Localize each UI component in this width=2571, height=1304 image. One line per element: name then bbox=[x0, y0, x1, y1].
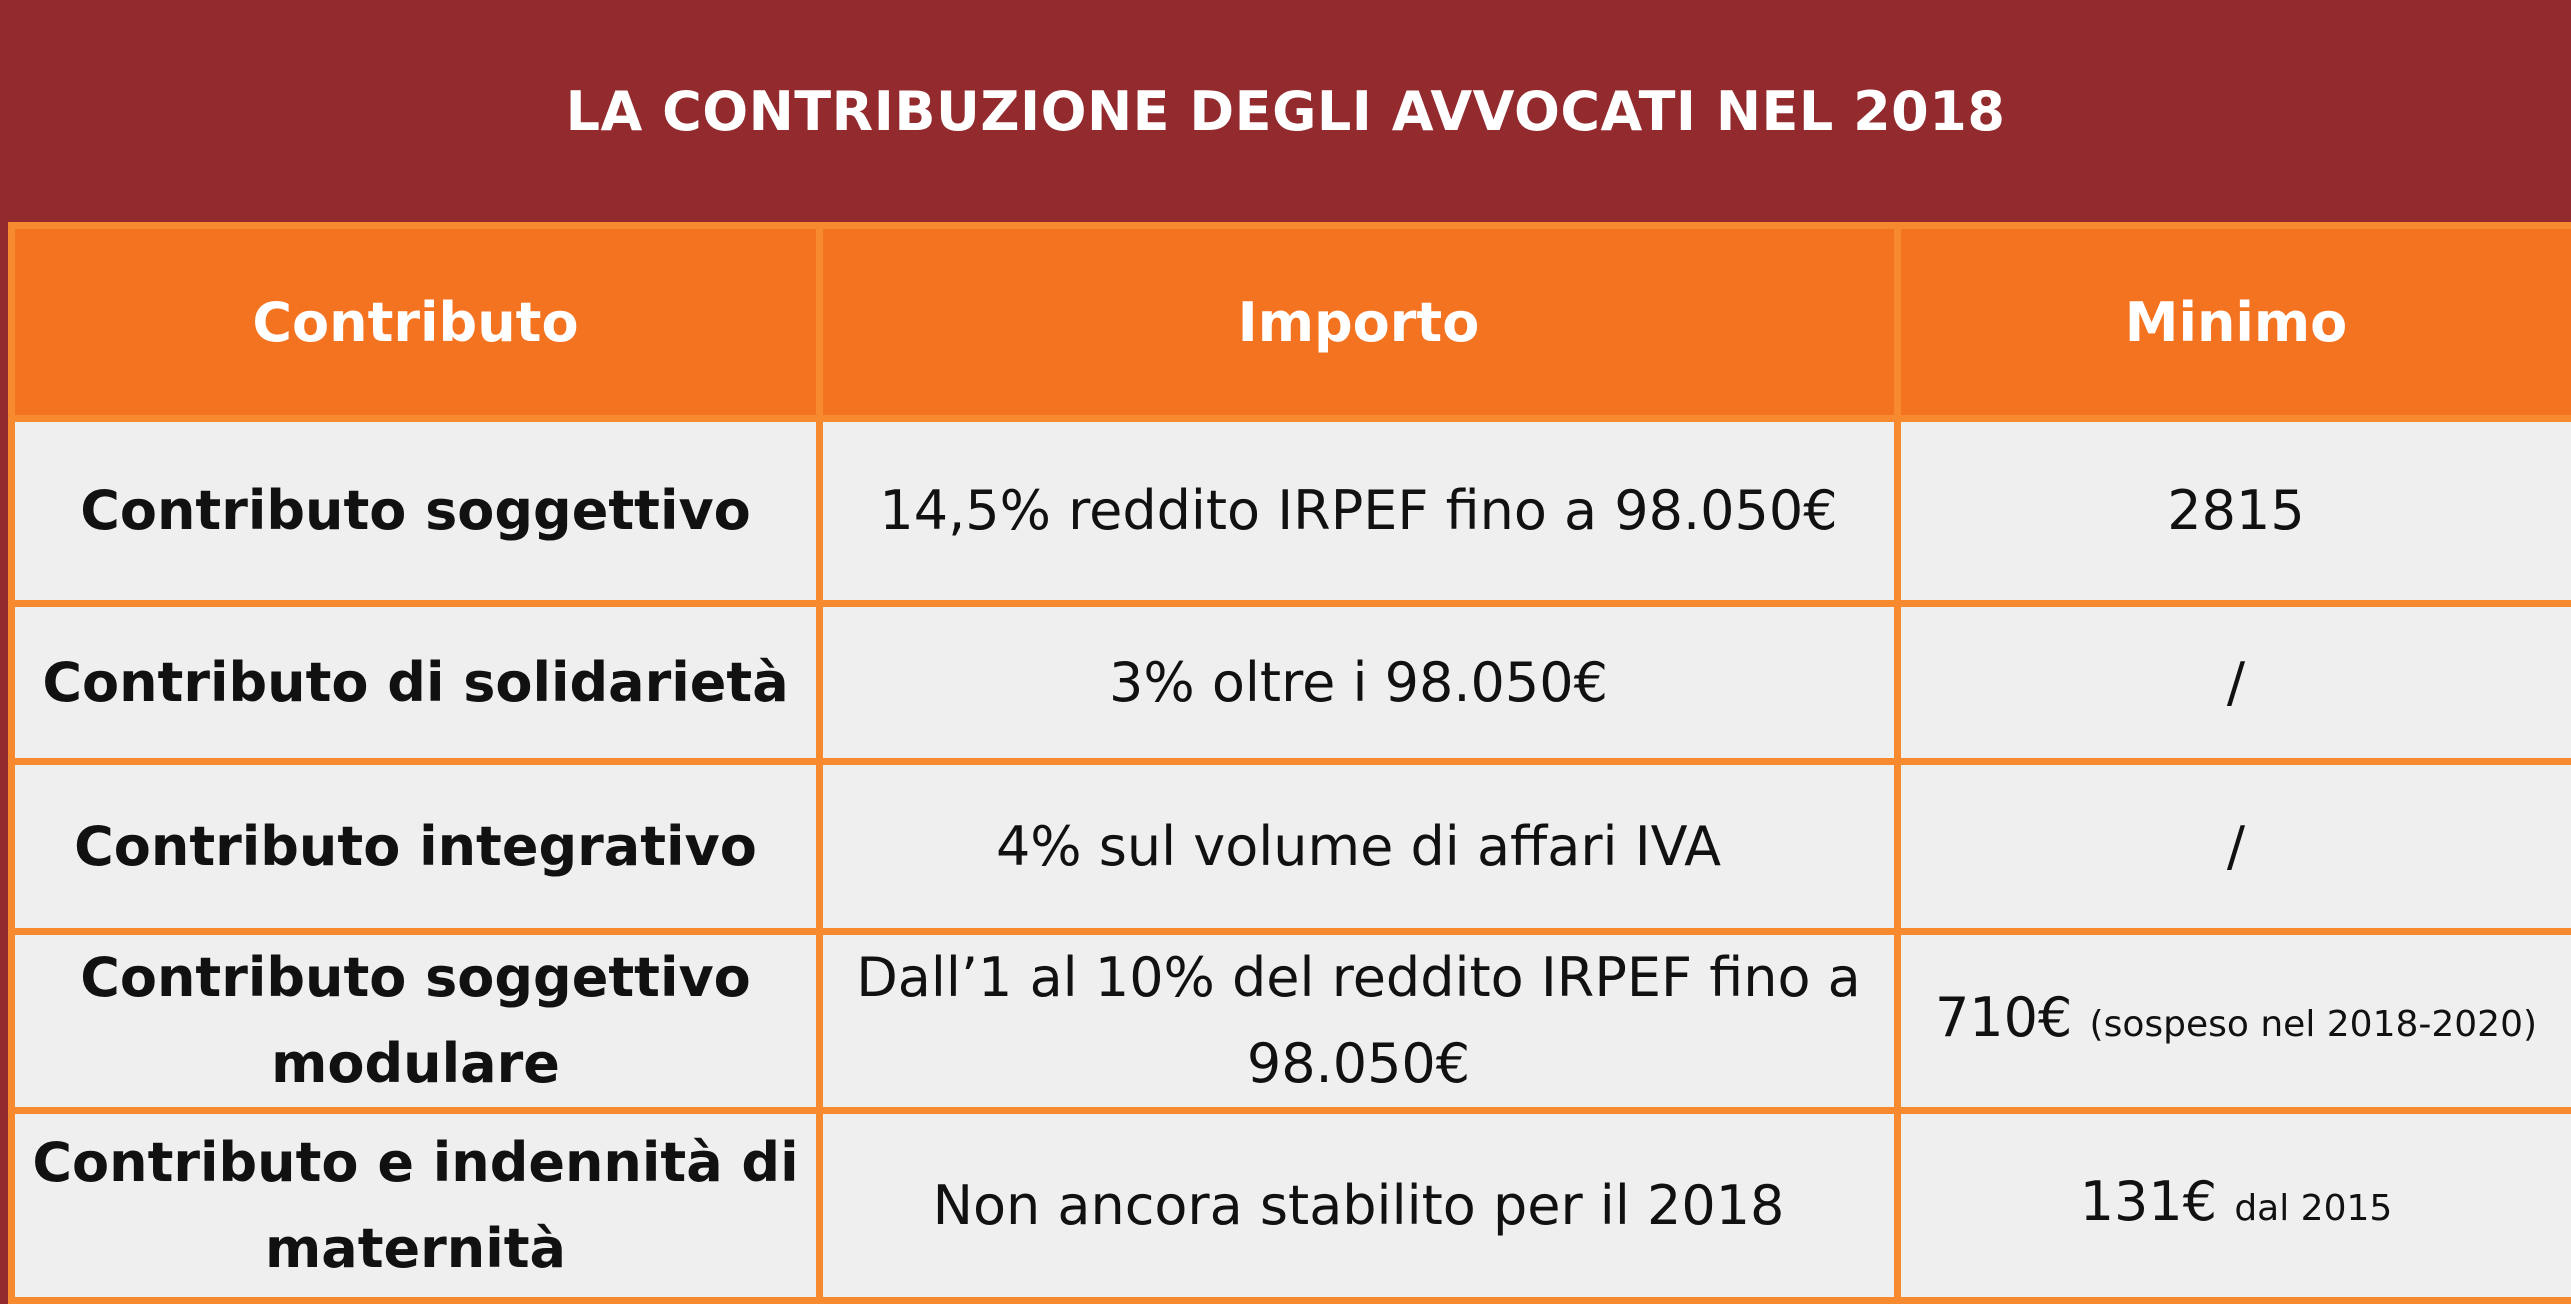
contribution-table-container: Contributo Importo Minimo Contributo sog… bbox=[8, 222, 2571, 1283]
contribution-table: Contributo Importo Minimo Contributo sog… bbox=[8, 222, 2571, 1304]
cell-minimo: / bbox=[1898, 604, 2571, 762]
cell-contributo: Contributo soggettivo bbox=[12, 419, 820, 604]
title-bar: LA CONTRIBUZIONE DEGLI AVVOCATI NEL 2018 bbox=[0, 0, 2571, 222]
table-row: Contributo soggettivo modulare Dall’1 al… bbox=[12, 932, 2571, 1111]
cell-minimo: 710€ (sospeso nel 2018-2020) bbox=[1898, 932, 2571, 1111]
cell-importo: 4% sul volume di affari IVA bbox=[820, 762, 1898, 932]
table-row: Contributo e indennità di maternità Non … bbox=[12, 1111, 2571, 1301]
page-title: LA CONTRIBUZIONE DEGLI AVVOCATI NEL 2018 bbox=[0, 72, 2571, 152]
cell-importo: Dall’1 al 10% del reddito IRPEF fino a 9… bbox=[820, 932, 1898, 1111]
minimo-value: 710€ bbox=[1935, 986, 2072, 1049]
cell-contributo: Contributo integrativo bbox=[12, 762, 820, 932]
minimo-value: 131€ bbox=[2080, 1170, 2217, 1233]
cell-minimo: / bbox=[1898, 762, 2571, 932]
cell-contributo: Contributo di solidarietà bbox=[12, 604, 820, 762]
minimo-value: 2815 bbox=[2167, 479, 2304, 542]
cell-importo: 3% oltre i 98.050€ bbox=[820, 604, 1898, 762]
header-importo: Importo bbox=[820, 226, 1898, 419]
cell-minimo: 131€ dal 2015 bbox=[1898, 1111, 2571, 1301]
cell-contributo: Contributo soggettivo modulare bbox=[12, 932, 820, 1111]
cell-contributo: Contributo e indennità di maternità bbox=[12, 1111, 820, 1301]
minimo-note: (sospeso nel 2018-2020) bbox=[2090, 1004, 2538, 1045]
cell-importo: Non ancora stabilito per il 2018 bbox=[820, 1111, 1898, 1301]
cell-minimo: 2815 bbox=[1898, 419, 2571, 604]
table-row: Contributo di solidarietà 3% oltre i 98.… bbox=[12, 604, 2571, 762]
minimo-note: dal 2015 bbox=[2234, 1188, 2392, 1229]
minimo-value: / bbox=[2227, 815, 2245, 878]
table-row: Contributo soggettivo 14,5% reddito IRPE… bbox=[12, 419, 2571, 604]
cell-importo: 14,5% reddito IRPEF fino a 98.050€ bbox=[820, 419, 1898, 604]
table-header-row: Contributo Importo Minimo bbox=[12, 226, 2571, 419]
header-contributo: Contributo bbox=[12, 226, 820, 419]
header-minimo: Minimo bbox=[1898, 226, 2571, 419]
table-row: Contributo integrativo 4% sul volume di … bbox=[12, 762, 2571, 932]
minimo-value: / bbox=[2227, 651, 2245, 714]
